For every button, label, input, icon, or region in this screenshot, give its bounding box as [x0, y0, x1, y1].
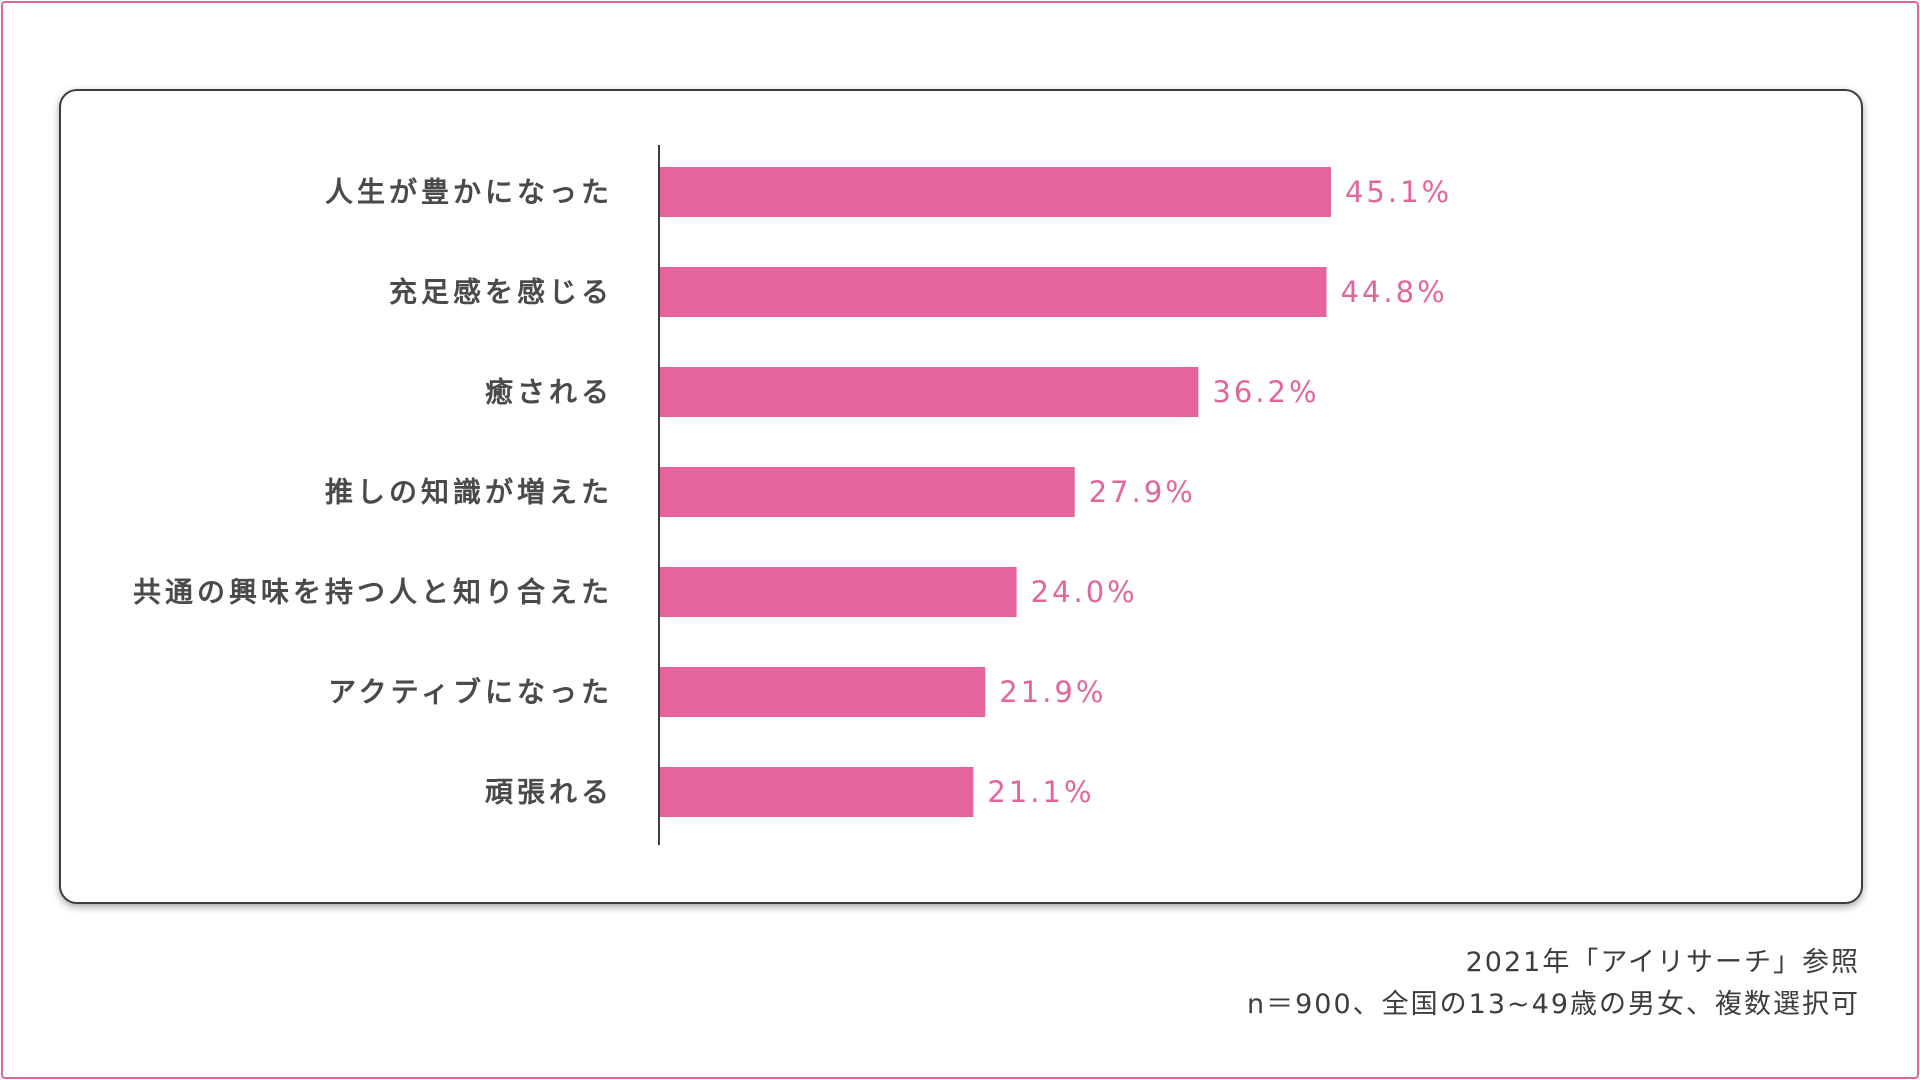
category-label-3: 癒される [485, 376, 613, 409]
bar-2 [659, 267, 1327, 317]
bars-layer: 人生が豊かになった 45.1% 充足感を感じる 44.8% 癒される 36.2% 推しの知識… [133, 167, 1452, 817]
bar-4 [659, 467, 1075, 517]
category-label-4: 推しの知識が増えた [325, 476, 613, 509]
sample-note: n＝900、全国の13~49歳の男女、複数選択可 [1247, 989, 1860, 1020]
value-label-3: 36.2% [1212, 375, 1319, 409]
value-label-6: 21.9% [999, 675, 1106, 709]
bar-6 [659, 667, 986, 717]
bar-1 [659, 167, 1331, 217]
category-label-7: 頑張れる [485, 776, 613, 809]
value-label-2: 44.8% [1341, 275, 1448, 309]
value-label-5: 24.0% [1031, 575, 1138, 609]
category-label-6: アクティブになった [328, 676, 613, 709]
bar-5 [659, 567, 1017, 617]
category-label-1: 人生が豊かになった [325, 176, 613, 209]
value-label-4: 27.9% [1089, 475, 1196, 509]
bar-3 [659, 367, 1199, 417]
bar-7 [659, 767, 974, 817]
category-label-5: 共通の興味を持つ人と知り合えた [133, 576, 613, 609]
source-note: 2021年「アイリサーチ」参照 [1465, 947, 1860, 978]
value-label-1: 45.1% [1345, 175, 1452, 209]
value-label-7: 21.1% [987, 775, 1094, 809]
category-label-2: 充足感を感じる [389, 276, 613, 309]
